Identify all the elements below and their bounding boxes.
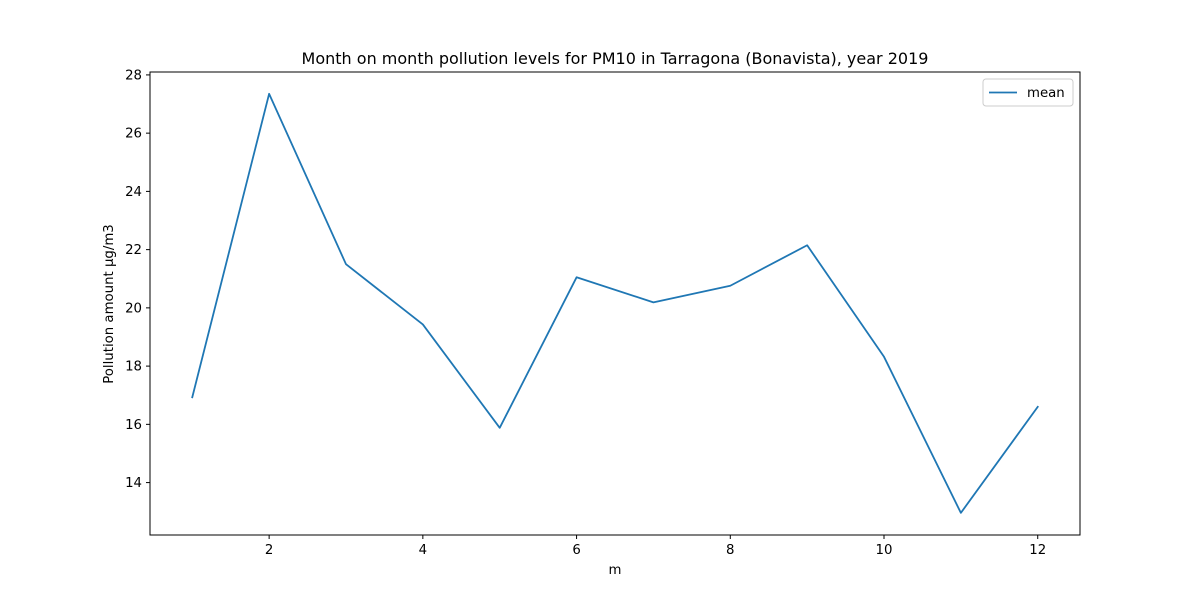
y-tick-label: 28	[125, 68, 142, 83]
y-tick-label: 20	[125, 301, 142, 316]
y-tick-label: 16	[125, 418, 142, 433]
legend-label: mean	[1027, 86, 1065, 101]
x-tick-label: 4	[419, 543, 427, 558]
legend: mean	[982, 78, 1074, 107]
x-tick-label: 2	[265, 543, 273, 558]
y-axis-title: Pollution amount µg/m3	[102, 224, 117, 384]
series-line-mean	[191, 92, 1039, 514]
x-tick-label: 6	[572, 543, 580, 558]
x-tick-label: 12	[1029, 543, 1046, 558]
x-tick-label: 10	[876, 543, 893, 558]
y-tick-label: 24	[125, 185, 142, 200]
legend-box	[982, 78, 1074, 107]
axes-frame	[149, 71, 1081, 536]
y-tick-label: 22	[125, 243, 142, 258]
x-axis-title: m	[609, 563, 622, 578]
y-tick-label: 14	[125, 476, 142, 491]
y-tick-label: 18	[125, 360, 142, 375]
y-tick-label: 26	[125, 127, 142, 142]
chart-title: Month on month pollution levels for PM10…	[302, 49, 929, 68]
x-tick-label: 8	[726, 543, 734, 558]
